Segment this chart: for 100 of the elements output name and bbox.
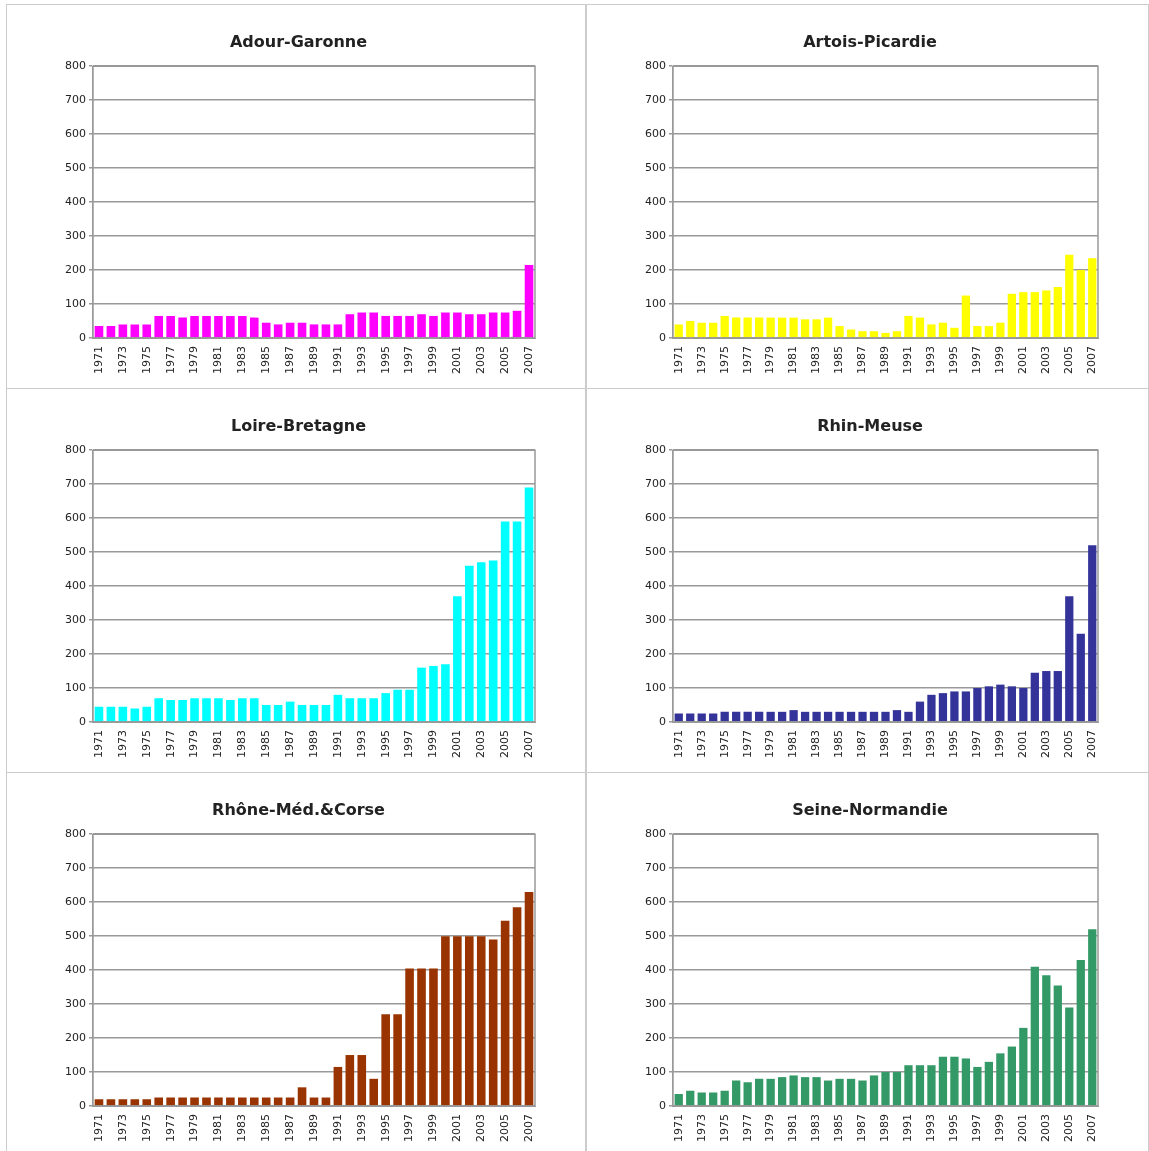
x-tick-label: 2007 [521,730,535,759]
y-tick-label: 200 [65,646,86,660]
bar [1088,545,1097,722]
bar [202,315,211,338]
x-tick-label: 1985 [832,346,846,375]
x-tick-label: 1983 [809,1114,823,1143]
x-tick-label: 2005 [497,730,511,759]
bar [130,1099,140,1106]
x-tick-label: 1983 [235,730,249,759]
y-tick-label: 300 [65,612,86,626]
bar [732,317,741,338]
bar [214,1097,223,1106]
bar [915,317,925,338]
bar [674,1094,683,1106]
bar [226,699,235,722]
x-tick-label: 1997 [970,730,984,759]
bar [476,562,486,722]
chart-title: Rhin-Meuse [817,415,924,435]
y-tick-label: 500 [65,160,86,174]
bar [869,1075,879,1106]
bar [984,326,994,338]
bar [789,1075,798,1106]
x-tick-label: 1993 [924,1114,938,1143]
bar [938,693,948,722]
bar [984,1061,994,1106]
bar [984,686,994,722]
x-tick-label: 1981 [211,730,225,759]
bar [190,1097,199,1106]
bar [178,1097,187,1106]
x-tick-label: 1993 [924,346,938,375]
bar [297,705,307,722]
bar [465,314,474,338]
bar [226,1097,235,1106]
y-tick-label: 600 [645,127,666,141]
x-tick-label: 1971 [671,730,685,759]
x-tick-label: 1977 [740,730,754,759]
x-tick-label: 1989 [878,1114,892,1143]
bar [405,315,414,338]
y-tick-label: 300 [645,612,666,626]
bar [202,698,211,722]
bar [1007,686,1016,722]
y-tick-label: 0 [659,714,666,728]
bar [1076,633,1085,722]
bar [709,1092,718,1106]
bar [1076,270,1085,338]
y-tick-label: 100 [65,1064,86,1078]
x-tick-label: 1981 [786,730,800,759]
bar [812,711,821,722]
bar [800,711,810,722]
x-tick-label: 1979 [187,1114,201,1143]
bar [1042,290,1051,338]
bar [686,1090,695,1106]
bar [1053,671,1062,722]
bar [202,1097,211,1106]
y-tick-label: 300 [65,996,86,1010]
bar [755,711,764,722]
chart-title: Rhône-Méd.&Corse [212,799,386,819]
bar [720,315,729,338]
x-tick-label: 1975 [717,1114,731,1143]
bar [766,317,775,338]
bar [309,705,319,722]
x-tick-label: 1987 [855,1114,869,1143]
bar [961,295,971,338]
bar [488,312,498,338]
bar [393,689,402,722]
bar [345,314,355,338]
bar [190,698,199,722]
x-tick-label: 1999 [426,1114,440,1143]
bar [755,1078,764,1106]
x-tick-label: 1997 [402,346,416,375]
bar [892,331,902,338]
x-tick-label: 1999 [993,1114,1007,1143]
x-tick-label: 2001 [450,1114,464,1143]
x-tick-label: 1999 [426,730,440,759]
bar [743,711,752,722]
bar [238,315,247,338]
bar [285,322,295,338]
bar [1030,292,1039,338]
bar [417,667,426,722]
bar [106,1099,116,1106]
bar [512,310,522,338]
x-tick-label: 1985 [259,730,273,759]
bar [345,1055,355,1106]
bar [261,705,271,722]
y-tick-label: 500 [645,160,666,174]
bar [226,315,235,338]
bar [927,694,936,722]
bar [996,1053,1005,1106]
bar [142,324,152,338]
bar [938,1056,948,1106]
x-tick-label: 1975 [139,346,153,375]
bar [488,560,498,722]
bar [1088,258,1097,338]
x-tick-label: 1993 [924,730,938,759]
bar [429,665,438,722]
x-tick-label: 1973 [115,730,129,759]
bar [674,324,683,338]
x-tick-label: 2001 [1016,1114,1030,1143]
y-tick-label: 100 [65,296,86,310]
y-tick-label: 200 [65,1030,86,1044]
